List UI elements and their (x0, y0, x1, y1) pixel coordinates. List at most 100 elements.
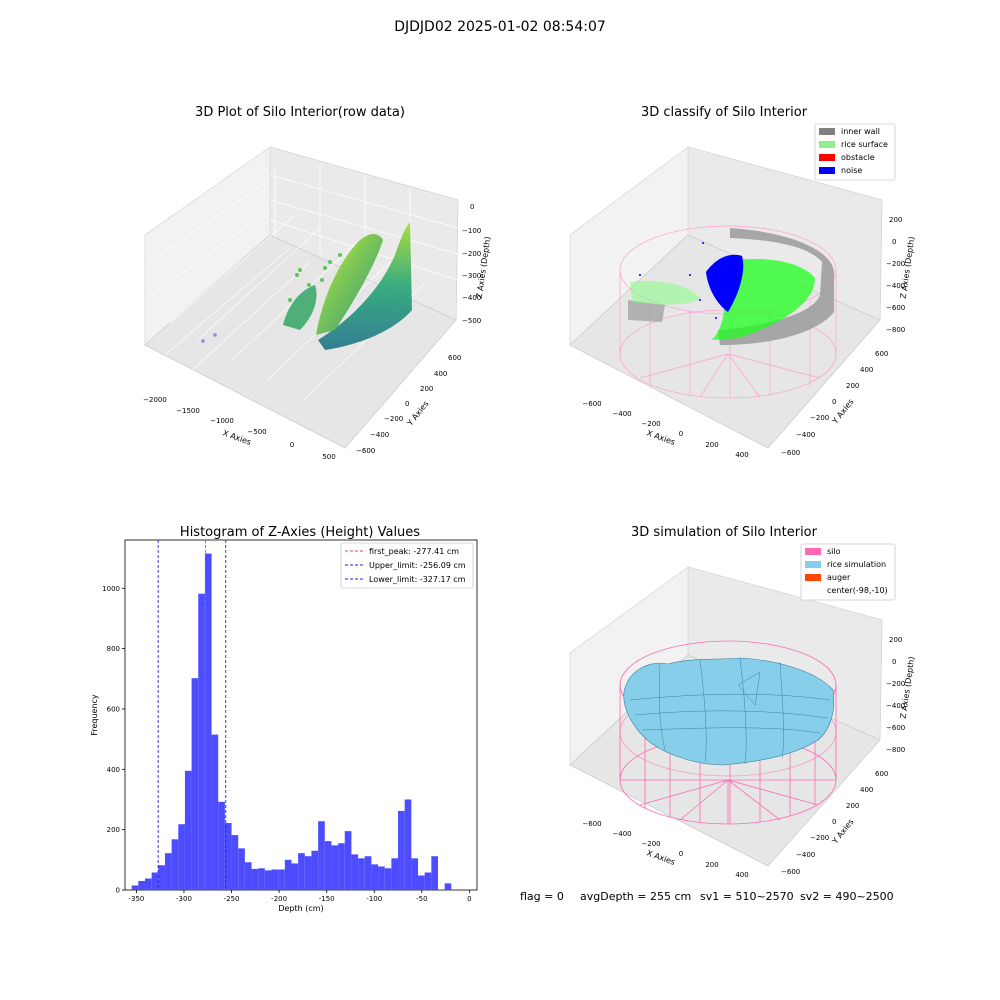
legend-label-inner-wall: inner wall (841, 127, 880, 136)
histogram-bar (338, 843, 345, 890)
panel1-title: 3D Plot of Silo Interior(row data) (195, 105, 405, 120)
y-tick-label: 0 (116, 887, 120, 895)
svg-text:0: 0 (832, 398, 836, 406)
panel2-xlabel: X Axies (645, 428, 676, 447)
legend-label-rice-simulation: rice simulation (827, 560, 886, 569)
panel1-rice-surface (316, 234, 383, 335)
histogram-title: Histogram of Z-Axies (Height) Values (180, 525, 420, 540)
histogram-bar (411, 858, 419, 890)
x-tick-label: -100 (366, 895, 382, 903)
svg-text:−800: −800 (886, 326, 905, 334)
panel4-xlabel: X Axies (645, 848, 676, 867)
x-tick-label: 0 (467, 895, 471, 903)
histogram-bar (331, 845, 339, 890)
x-tick-label: -200 (271, 895, 287, 903)
legend-label-noise: noise (841, 166, 862, 175)
svg-text:0: 0 (892, 238, 896, 246)
histogram-bar (224, 823, 232, 890)
histogram-bar (271, 869, 279, 890)
y-tick-label: 800 (107, 645, 120, 653)
panel4-z-ticks: 200 0 −200 −400 −600 −800 (886, 636, 905, 754)
svg-text:−200: −200 (641, 840, 660, 848)
legend-label-silo: silo (827, 547, 841, 556)
histogram-bar (178, 824, 185, 890)
legend-label: Lower_limit: -327.17 cm (369, 575, 466, 584)
legend-swatch-rice-surface (819, 141, 835, 148)
svg-text:−500: −500 (462, 317, 481, 325)
histogram-bar (164, 853, 172, 890)
svg-text:0: 0 (405, 400, 409, 408)
histogram-bar (244, 862, 252, 890)
svg-text:500: 500 (322, 453, 335, 461)
svg-text:−300: −300 (462, 272, 481, 280)
histogram-bar (358, 858, 365, 890)
histogram-bar (278, 869, 285, 890)
panel4-x-ticks: −600 −400 −200 0 200 400 (582, 820, 748, 879)
info-flag: flag = 0 (520, 890, 564, 903)
svg-text:0: 0 (892, 658, 896, 666)
histogram-bar (298, 853, 305, 890)
x-tick-label: -50 (416, 895, 427, 903)
panel1-x-ticks: −2000 −1500 −1000 −500 0 500 (143, 396, 336, 461)
histogram-bar (418, 875, 425, 890)
histogram-bar (444, 883, 452, 890)
x-tick-label: -350 (128, 895, 144, 903)
histogram-bar (171, 839, 179, 890)
panel2-noise (706, 254, 744, 312)
histogram-bar (351, 854, 359, 890)
histogram-bar (158, 865, 165, 890)
histogram-bar (291, 863, 299, 890)
svg-text:−200: −200 (384, 415, 403, 423)
svg-text:−400: −400 (886, 282, 905, 290)
panel2-x-ticks: −600 −400 −200 0 200 400 (582, 400, 748, 459)
panel4-surface-mesh (629, 657, 831, 765)
histogram-ylabel: Frequency (90, 694, 99, 736)
histogram-bar (204, 553, 212, 890)
histogram-bar (231, 835, 239, 890)
svg-text:0: 0 (832, 818, 836, 826)
histogram-bar (191, 678, 199, 890)
histogram-bar (371, 864, 379, 890)
svg-text:−400: −400 (796, 851, 815, 859)
svg-text:0: 0 (470, 203, 474, 211)
histogram-bar (211, 734, 219, 890)
svg-text:400: 400 (860, 366, 873, 374)
svg-text:−200: −200 (810, 414, 829, 422)
panel1-zlabel: Z Axies (Depth) (475, 236, 493, 299)
svg-text:600: 600 (448, 354, 461, 362)
panel4-legend: silo rice simulation auger center(-98,-1… (800, 543, 896, 601)
legend-swatch-obstacle (819, 154, 835, 161)
histogram-bar (318, 821, 325, 890)
x-tick-label: -150 (319, 895, 335, 903)
svg-text:200: 200 (889, 636, 902, 644)
svg-text:600: 600 (875, 770, 888, 778)
histogram-bar (391, 858, 399, 890)
panel-simulation-3d: 3D simulation of Silo Interior silo rice… (569, 525, 916, 879)
histogram-bar (198, 593, 205, 890)
histogram-bar (238, 848, 245, 890)
histogram-bar (151, 872, 159, 890)
svg-text:200: 200 (889, 216, 902, 224)
y-tick-label: 600 (107, 705, 120, 713)
legend-swatch-rice-simulation (805, 561, 821, 568)
histogram-bar (258, 868, 265, 890)
svg-text:400: 400 (735, 871, 748, 879)
svg-text:−600: −600 (781, 449, 800, 457)
histogram-bar (138, 880, 145, 890)
legend-swatch-inner-wall (819, 128, 835, 135)
histogram-bar (344, 831, 352, 890)
panel2-noise-points (639, 242, 717, 319)
panel1-rice-cluster (283, 285, 317, 330)
panel-histogram: Histogram of Z-Axies (Height) Values -35… (90, 525, 478, 913)
histogram-bar (404, 799, 412, 890)
histogram-xlabel: Depth (cm) (278, 904, 323, 913)
svg-text:−2000: −2000 (143, 396, 167, 404)
legend-label-obstacle: obstacle (841, 153, 875, 162)
svg-text:−400: −400 (370, 431, 389, 439)
svg-text:−100: −100 (462, 227, 481, 235)
info-avg-depth: avgDepth = 255 cm (580, 890, 691, 903)
panel2-legend: inner wall rice surface obstacle noise (814, 123, 896, 181)
histogram-bar (437, 889, 445, 890)
svg-text:0: 0 (290, 441, 294, 449)
